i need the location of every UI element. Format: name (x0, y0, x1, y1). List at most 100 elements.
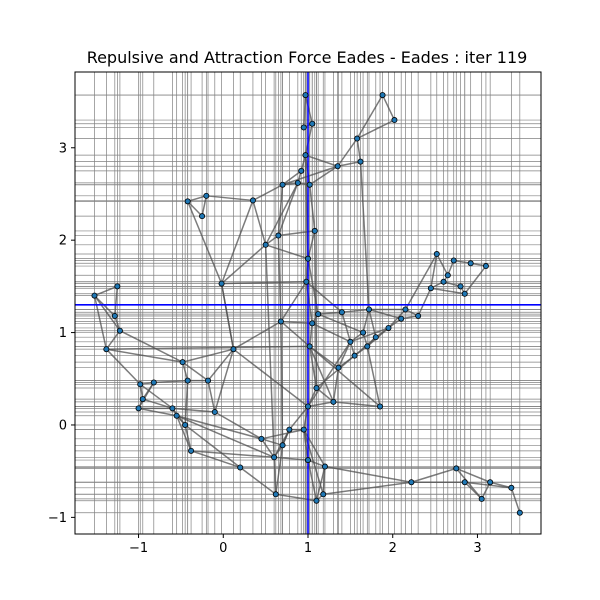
graph-node (321, 463, 328, 470)
graph-node (258, 435, 265, 442)
graph-node (135, 405, 142, 412)
graph-edge (356, 119, 395, 140)
graph-edge (184, 380, 189, 426)
graph-node (320, 491, 327, 498)
graph-node (173, 412, 180, 419)
graph-node (306, 343, 313, 350)
graph-edge (106, 345, 310, 350)
graph-edge (309, 346, 335, 403)
graph-edge (265, 244, 309, 260)
graph-edge (264, 182, 299, 246)
y-tick-label: 1 (59, 326, 67, 341)
graph-edge (332, 367, 340, 402)
graph-edge (176, 415, 262, 440)
graph-node (103, 346, 110, 353)
graph-node (315, 311, 322, 318)
graph-edge (264, 244, 275, 458)
graph-edge (233, 320, 282, 350)
graph-edge (307, 459, 318, 501)
graph-node (277, 318, 284, 325)
graph-edge (404, 253, 438, 310)
graph-edge (280, 320, 313, 325)
graph-edge (94, 285, 118, 297)
graph-node (150, 379, 157, 386)
graph-edge (206, 195, 254, 202)
graph-edge (221, 280, 307, 285)
graph-edge (464, 481, 483, 500)
graph-node (279, 442, 286, 449)
graph-node (300, 426, 307, 433)
graph-edge (275, 445, 284, 495)
y-tick-label: 3 (59, 141, 67, 156)
graph-node (351, 352, 358, 359)
graph-edge (333, 401, 381, 408)
graph-node (478, 495, 485, 502)
graph-node (205, 377, 212, 384)
graph-node (303, 278, 310, 285)
graph-edge (280, 321, 284, 446)
graph-edge (273, 457, 277, 495)
graph-edge (119, 330, 183, 363)
graph-edge (207, 348, 235, 382)
x-tick-label: 2 (389, 541, 397, 556)
graph-node (199, 213, 206, 220)
graph-edge (307, 341, 351, 407)
graph-node (408, 479, 415, 486)
graph-edge (309, 345, 381, 408)
graph-edge (280, 320, 311, 347)
graph-node (218, 280, 225, 287)
graph-node (275, 232, 282, 239)
graph-edge (138, 407, 177, 417)
graph-edge (282, 165, 338, 186)
graph-node (139, 396, 146, 403)
x-tick-label: 3 (473, 541, 481, 556)
graph-node (440, 278, 447, 285)
graph-node (402, 306, 409, 313)
graph-node (338, 309, 345, 316)
graph-edge (186, 201, 223, 284)
graph-edge (277, 182, 299, 236)
graph-node (237, 464, 244, 471)
graph-node (427, 285, 434, 292)
graph-edge (275, 493, 317, 502)
graph-node (330, 398, 337, 405)
graph-edge (280, 281, 307, 322)
graph-edge (337, 138, 358, 167)
graph-node (360, 329, 367, 336)
graph-node (433, 251, 440, 258)
graph-node (313, 385, 320, 392)
graph-node (304, 457, 311, 464)
graph-node (377, 403, 384, 410)
graph-node (91, 292, 98, 299)
graph-node (357, 158, 364, 165)
graph-edge (274, 456, 309, 461)
graph-edge (317, 313, 364, 334)
graph-edge (341, 312, 352, 343)
graph-edge (142, 398, 173, 410)
graph-edge (261, 438, 283, 447)
graph-node (398, 315, 405, 322)
graph-edge (430, 287, 465, 295)
graph-node (137, 381, 144, 388)
graph-node (182, 421, 189, 428)
graph-edge (282, 170, 302, 186)
chart-title: Repulsive and Attraction Force Eades - E… (87, 48, 528, 67)
graph-edge (366, 346, 381, 407)
graph-edge (341, 308, 370, 313)
graph-edge (308, 184, 316, 232)
graph-edge (105, 348, 141, 385)
graph-node (286, 426, 293, 433)
graph-node (482, 263, 489, 270)
graph-edge (417, 287, 432, 317)
graph-edge (311, 322, 351, 343)
graph-edge (309, 165, 339, 186)
graph-node (334, 163, 341, 170)
x-tick-label: −1 (129, 541, 148, 556)
graph-node (391, 117, 398, 124)
graph-edge (305, 281, 343, 313)
graph-edge (220, 283, 235, 350)
graph-edge (411, 467, 457, 483)
graph-node (271, 454, 278, 461)
graph-node (385, 324, 392, 331)
graph-node (230, 346, 237, 353)
